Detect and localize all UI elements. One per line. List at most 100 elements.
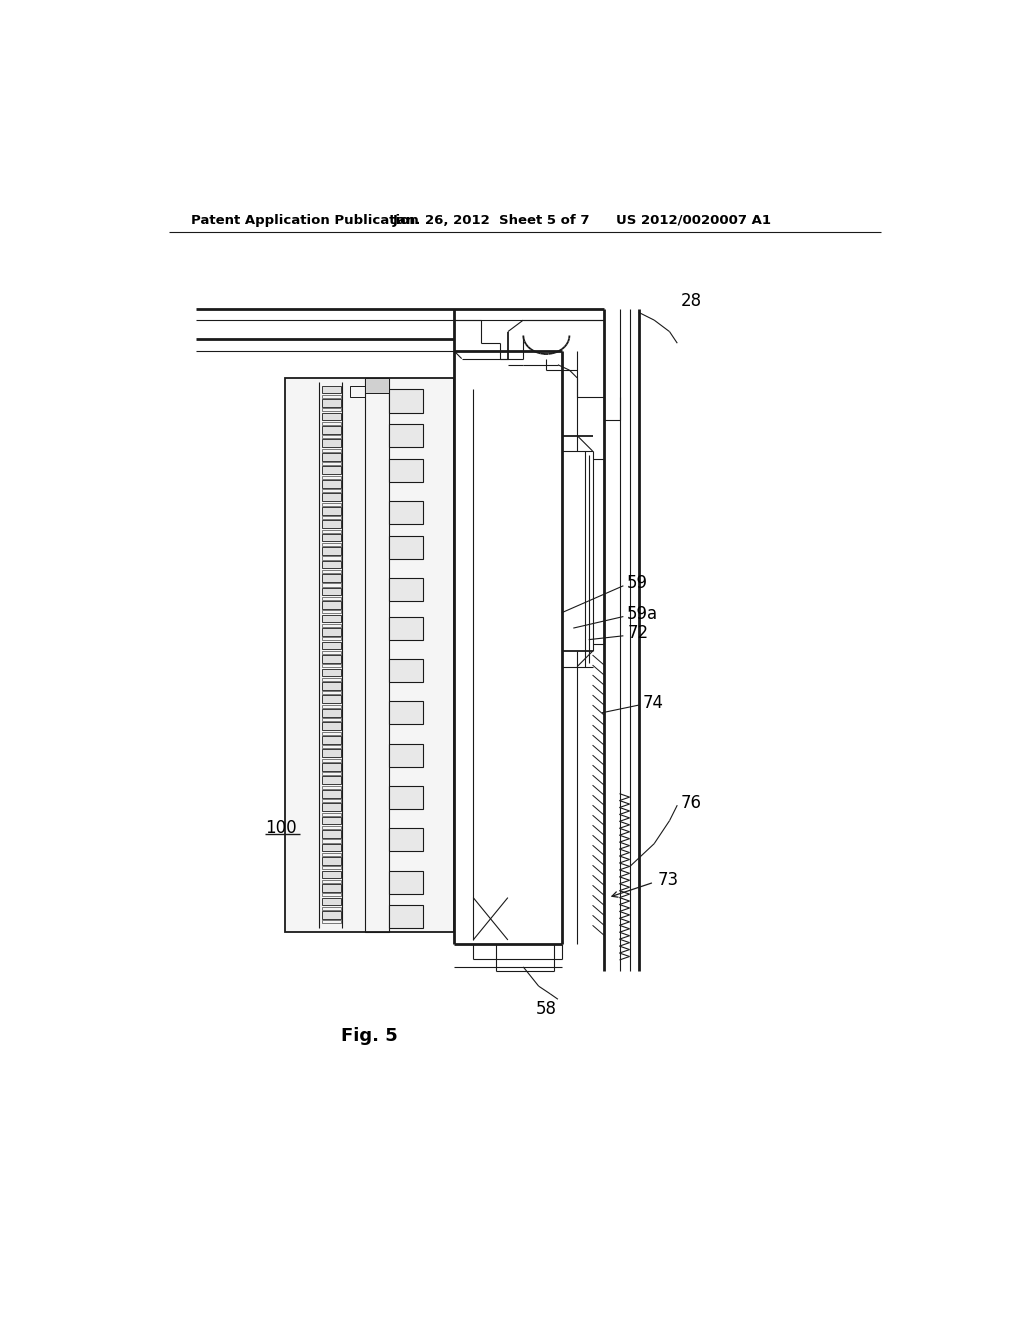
Text: 100: 100 — [265, 820, 297, 837]
Bar — [322, 772, 341, 775]
Bar — [322, 655, 341, 663]
Bar — [322, 709, 341, 717]
Bar — [322, 624, 341, 627]
Bar — [322, 507, 341, 515]
Bar — [322, 866, 341, 870]
Bar — [388, 389, 423, 412]
Text: US 2012/0020007 A1: US 2012/0020007 A1 — [615, 214, 771, 227]
Bar — [322, 826, 341, 829]
Bar — [322, 898, 341, 906]
Bar — [322, 490, 341, 492]
Bar — [350, 385, 366, 397]
Bar — [322, 543, 341, 546]
Bar — [322, 911, 341, 919]
Text: 59a: 59a — [628, 606, 658, 623]
Bar — [322, 682, 341, 689]
Text: 74: 74 — [643, 694, 664, 711]
Bar — [322, 759, 341, 762]
Bar — [388, 659, 423, 682]
Bar — [322, 583, 341, 586]
Bar — [322, 638, 341, 640]
Bar — [322, 520, 341, 528]
Bar — [322, 475, 341, 479]
Bar — [366, 378, 388, 393]
Bar — [322, 692, 341, 694]
Bar — [322, 615, 341, 622]
Bar — [322, 548, 341, 554]
Bar — [322, 587, 341, 595]
Bar — [388, 502, 423, 524]
Bar — [322, 628, 341, 636]
Bar — [322, 570, 341, 573]
Bar — [322, 426, 341, 434]
Bar — [322, 722, 341, 730]
Bar — [322, 597, 341, 601]
Bar — [388, 829, 423, 851]
Bar — [322, 412, 341, 420]
Bar — [388, 459, 423, 482]
Text: Jan. 26, 2012  Sheet 5 of 7: Jan. 26, 2012 Sheet 5 of 7 — [392, 214, 590, 227]
Bar — [388, 616, 423, 640]
Bar — [388, 578, 423, 601]
Bar — [366, 378, 388, 932]
Bar — [322, 516, 341, 519]
Text: 76: 76 — [681, 793, 702, 812]
Bar — [322, 857, 341, 865]
Bar — [322, 920, 341, 924]
Bar — [322, 440, 341, 447]
Bar — [322, 871, 341, 878]
Bar — [322, 789, 341, 797]
Bar — [322, 668, 341, 676]
Bar — [322, 763, 341, 771]
Bar — [388, 424, 423, 447]
Bar — [322, 503, 341, 506]
Bar — [322, 651, 341, 653]
Bar — [388, 536, 423, 558]
Bar — [322, 840, 341, 842]
Bar — [322, 399, 341, 407]
Text: Fig. 5: Fig. 5 — [341, 1027, 397, 1045]
Bar — [322, 799, 341, 803]
Text: 72: 72 — [628, 624, 648, 643]
Bar — [322, 466, 341, 474]
Bar — [322, 395, 341, 397]
Bar — [322, 385, 341, 393]
Bar — [388, 785, 423, 809]
Bar — [322, 494, 341, 502]
Bar — [322, 462, 341, 465]
Text: Patent Application Publication: Patent Application Publication — [190, 214, 419, 227]
Bar — [322, 664, 341, 668]
Bar — [322, 880, 341, 883]
Bar — [322, 907, 341, 909]
Bar — [322, 744, 341, 748]
Bar — [322, 436, 341, 438]
Bar — [322, 422, 341, 425]
Bar — [322, 705, 341, 708]
Bar — [322, 776, 341, 784]
Bar — [322, 480, 341, 487]
Bar — [322, 853, 341, 857]
Bar — [322, 817, 341, 825]
Text: 59: 59 — [628, 574, 648, 593]
Bar — [388, 906, 423, 928]
Bar — [322, 449, 341, 451]
Bar — [388, 871, 423, 894]
Bar — [322, 785, 341, 788]
Bar — [322, 894, 341, 896]
Bar — [388, 701, 423, 725]
Bar — [322, 529, 341, 533]
Text: 58: 58 — [536, 1001, 557, 1018]
Bar — [322, 677, 341, 681]
Bar — [322, 561, 341, 569]
Bar — [322, 408, 341, 412]
Bar — [322, 453, 341, 461]
Bar — [322, 718, 341, 721]
Bar — [322, 813, 341, 816]
Bar — [388, 743, 423, 767]
Text: 73: 73 — [658, 871, 679, 888]
Bar — [322, 843, 341, 851]
Bar — [322, 610, 341, 614]
Bar — [322, 737, 341, 743]
Text: 28: 28 — [681, 292, 702, 310]
Bar — [322, 533, 341, 541]
